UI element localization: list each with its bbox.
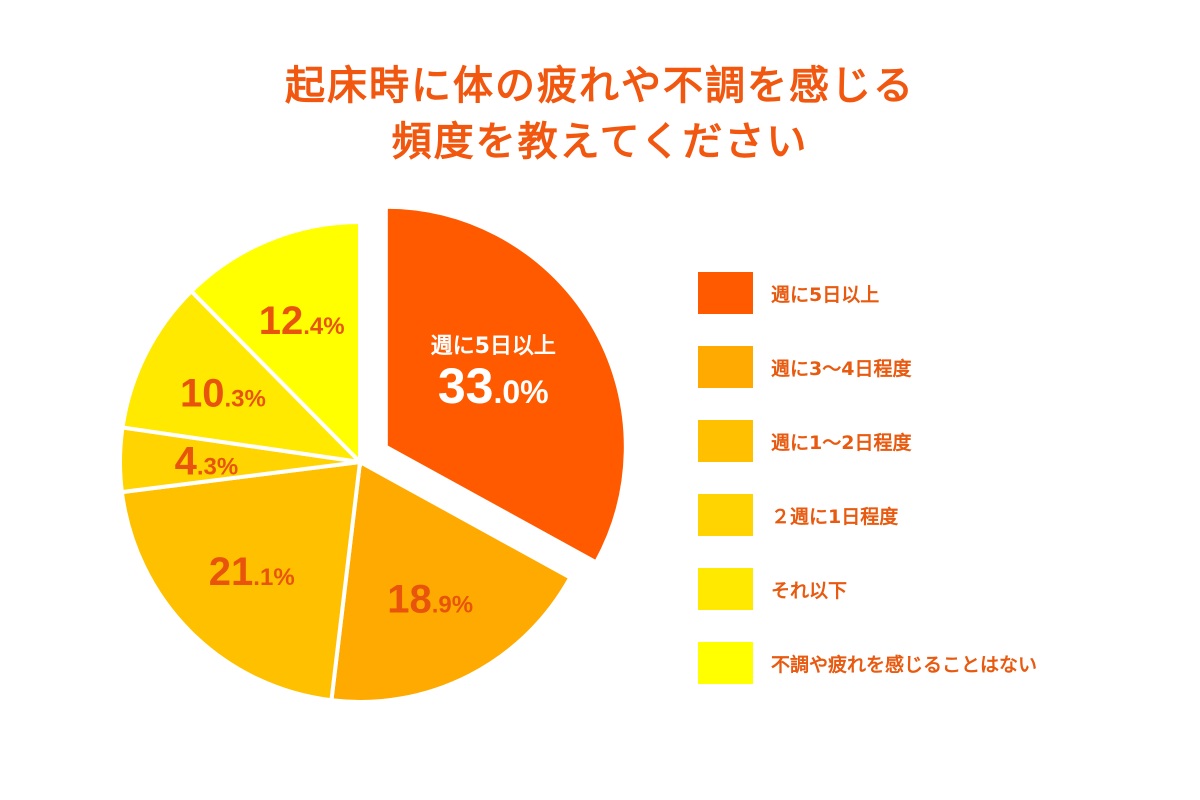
pie-slice-3 [119, 459, 363, 703]
pie-slice-5 [120, 288, 366, 465]
legend-swatch [698, 642, 753, 684]
pie-slice-label-6: 12.4% [259, 299, 345, 343]
legend-swatch [698, 272, 753, 314]
pie-slice-2 [329, 458, 574, 704]
legend-item-1: 週に5日以上 [698, 272, 879, 314]
legend-label: ２週に1日程度 [771, 505, 899, 528]
legend-label: 不調や疲れを感じることはない [771, 653, 1038, 676]
pie-slice-name-label: 週に5日以上 [431, 334, 556, 359]
legend-label: 週に1〜2日程度 [771, 431, 912, 454]
chart-title-line-1: 起床時に体の疲れや不調を感じる [285, 63, 915, 109]
legend-swatch [698, 494, 753, 536]
pie-slice-value-label: 21.1% [209, 550, 295, 594]
pie-slice-value-label: 4.3% [175, 440, 239, 484]
pie-slice-6 [188, 219, 362, 467]
legend-item-4: ２週に1日程度 [698, 494, 898, 536]
pie-slice-value-label: 12.4% [259, 299, 345, 343]
pie-slice-value-label: 18.9% [387, 578, 473, 622]
pie-slice-label-2: 18.9% [387, 578, 473, 622]
pie-slice-label-5: 10.3% [180, 372, 266, 416]
pie-slice-value-label: 10.3% [180, 372, 266, 416]
legend-label: 週に3〜4日程度 [771, 357, 912, 380]
pie-slice-value-label: 33.0% [438, 358, 549, 414]
legend-item-6: 不調や疲れを感じることはない [698, 642, 1037, 684]
chart-title: 起床時に体の疲れや不調を感じる 頻度を教えてください [0, 58, 1200, 170]
legend-label: 週に5日以上 [771, 283, 880, 306]
pie-slice-label-4: 4.3% [175, 440, 239, 484]
legend-item-2: 週に3〜4日程度 [698, 346, 911, 388]
legend-swatch [698, 568, 753, 610]
legend-item-3: 週に1〜2日程度 [698, 420, 911, 462]
chart-title-line-2: 頻度を教えてください [391, 119, 809, 165]
legend-swatch [698, 346, 753, 388]
pie-slice-1 [383, 204, 628, 566]
legend-label: それ以下 [771, 579, 848, 602]
legend-item-5: それ以下 [698, 568, 847, 610]
pie-slice-label-3: 21.1% [209, 550, 295, 594]
legend-swatch [698, 420, 753, 462]
